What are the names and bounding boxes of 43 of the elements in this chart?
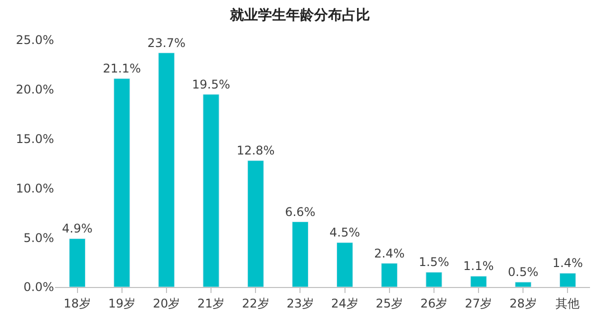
x-tick-label: 23岁 [286,296,314,310]
x-tick-label: 24岁 [331,296,358,310]
bar [247,160,264,287]
x-tick-label: 28岁 [509,296,537,310]
bar [514,282,532,287]
x-tick-label: 19岁 [108,296,136,310]
bar [158,52,175,287]
x-tick-label: 27岁 [464,296,492,310]
bar [381,263,398,287]
x-tick-label: 26岁 [420,296,448,310]
bar [470,276,487,287]
x-tick-label: 其他 [556,296,580,310]
data-label: 1.1% [463,259,494,274]
bar [559,272,576,287]
data-label: 19.5% [192,77,230,92]
bar [426,272,442,287]
y-tick-label: 5.0% [24,230,54,245]
y-tick-label: 25.0% [16,33,54,48]
data-label: 0.5% [508,265,538,280]
x-tick-label: 21岁 [197,296,225,310]
data-label: 1.4% [552,256,583,270]
data-label: 2.4% [374,246,405,260]
y-tick-label: 0.0% [24,280,54,294]
data-label: 1.5% [418,255,450,270]
data-label: 4.9% [62,222,93,236]
data-label: 4.5% [330,226,360,240]
data-label: 6.6% [284,204,316,219]
bar [336,242,354,287]
y-tick-label: 15.0% [16,132,54,146]
y-tick-label: 20.0% [16,82,54,97]
data-label: 12.8% [236,144,275,158]
x-tick-label: 22岁 [242,296,270,310]
bar [202,94,220,287]
x-tick-label: 20岁 [152,296,180,310]
chart-title: 就业学生年龄分布占比 [229,7,370,24]
bar [69,238,86,287]
x-tick-label: 25岁 [376,296,404,310]
x-tick-label: 18岁 [64,296,91,310]
bar [292,222,308,287]
data-label: 23.7% [147,36,186,50]
data-label: 21.1% [102,62,141,76]
bar [114,78,130,287]
y-tick-label: 10.0% [16,181,54,196]
